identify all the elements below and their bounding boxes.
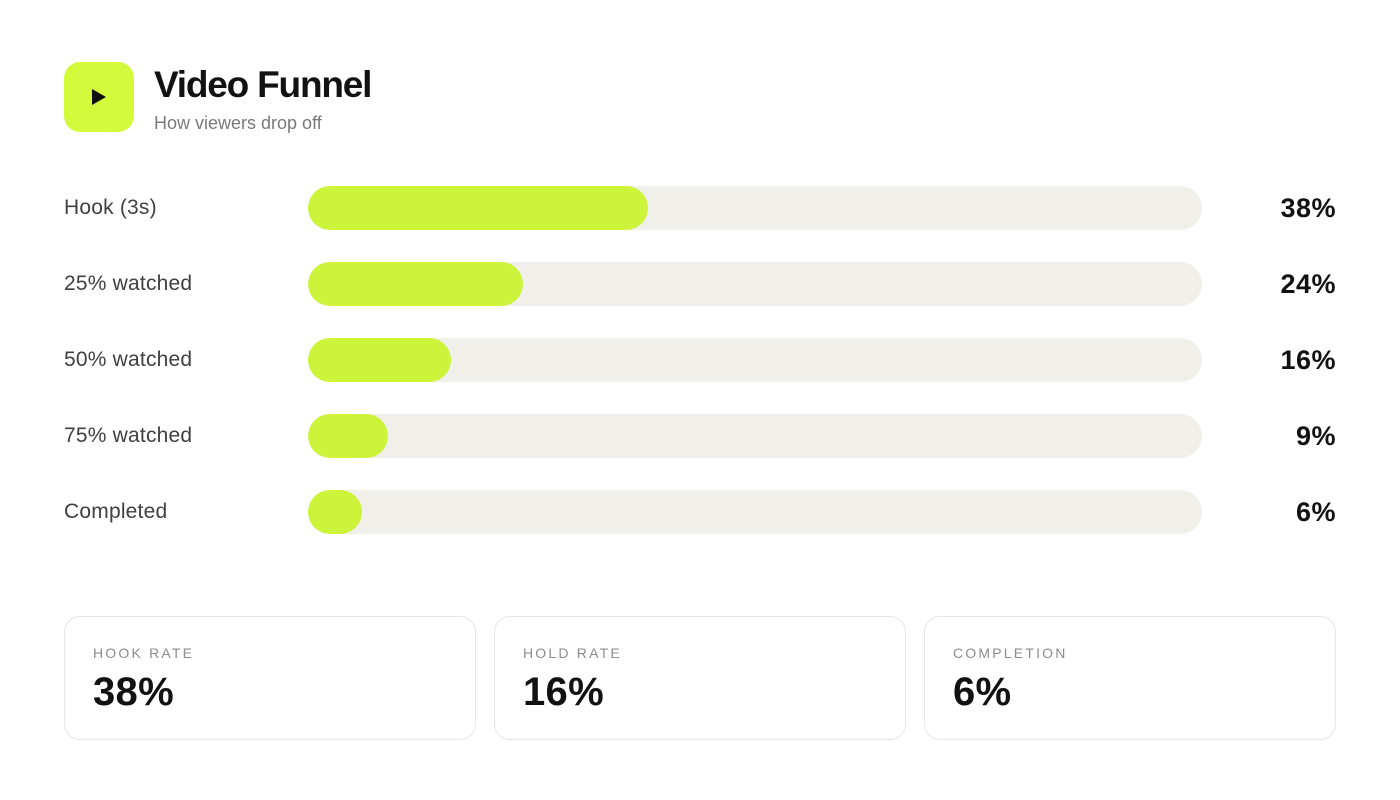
funnel-row-label: Completed xyxy=(64,500,168,523)
funnel-bar xyxy=(308,186,648,230)
funnel-bar-track xyxy=(308,338,1202,382)
funnel-row-value: 6% xyxy=(1295,497,1336,527)
stat-label: HOOK RATE xyxy=(93,645,195,661)
stat-card-completion: COMPLETION 6% xyxy=(924,616,1336,740)
header-titles: Video Funnel How viewers drop off xyxy=(154,64,372,134)
funnel-bar-track xyxy=(308,414,1202,458)
page-subtitle: How viewers drop off xyxy=(154,113,322,133)
funnel-bar-track xyxy=(308,490,1202,534)
stat-value: 16% xyxy=(523,670,604,714)
funnel-row-label: Hook (3s) xyxy=(64,196,157,219)
stat-cards: HOOK RATE 38% HOLD RATE 16% COMPLETION 6… xyxy=(64,616,1336,740)
funnel-row-label: 50% watched xyxy=(64,348,193,371)
funnel-row: Completed 6% xyxy=(64,490,1336,534)
funnel-bar-track xyxy=(308,262,1202,306)
funnel-row-value: 24% xyxy=(1280,269,1336,299)
funnel-row-value: 9% xyxy=(1295,421,1336,451)
funnel-row: 75% watched 9% xyxy=(64,414,1336,458)
funnel-row-label: 25% watched xyxy=(64,272,193,295)
funnel-row: 25% watched 24% xyxy=(64,262,1336,306)
funnel-bar xyxy=(308,414,389,458)
funnel-row: 50% watched 16% xyxy=(64,338,1336,382)
stat-value: 6% xyxy=(953,670,1012,714)
funnel-bar xyxy=(308,490,362,534)
play-icon xyxy=(92,89,106,105)
funnel-bar xyxy=(308,262,523,306)
stat-card-hook-rate: HOOK RATE 38% xyxy=(64,616,476,740)
page-title: Video Funnel xyxy=(154,64,372,105)
play-icon-badge xyxy=(64,62,134,132)
funnel-bar xyxy=(308,338,452,382)
funnel-row-value: 38% xyxy=(1280,193,1336,223)
stat-label: HOLD RATE xyxy=(523,645,622,661)
funnel-row: Hook (3s) 38% xyxy=(64,186,1336,230)
header: Video Funnel How viewers drop off xyxy=(64,62,372,134)
funnel-bar-track xyxy=(308,186,1202,230)
funnel-chart: Hook (3s) 38% 25% watched 24% 50% watched 16%… xyxy=(64,186,1336,566)
stat-value: 38% xyxy=(93,670,174,714)
stat-label: COMPLETION xyxy=(953,645,1068,661)
funnel-row-value: 16% xyxy=(1280,345,1336,375)
stat-card-hold-rate: HOLD RATE 16% xyxy=(494,616,906,740)
funnel-row-label: 75% watched xyxy=(64,424,193,447)
